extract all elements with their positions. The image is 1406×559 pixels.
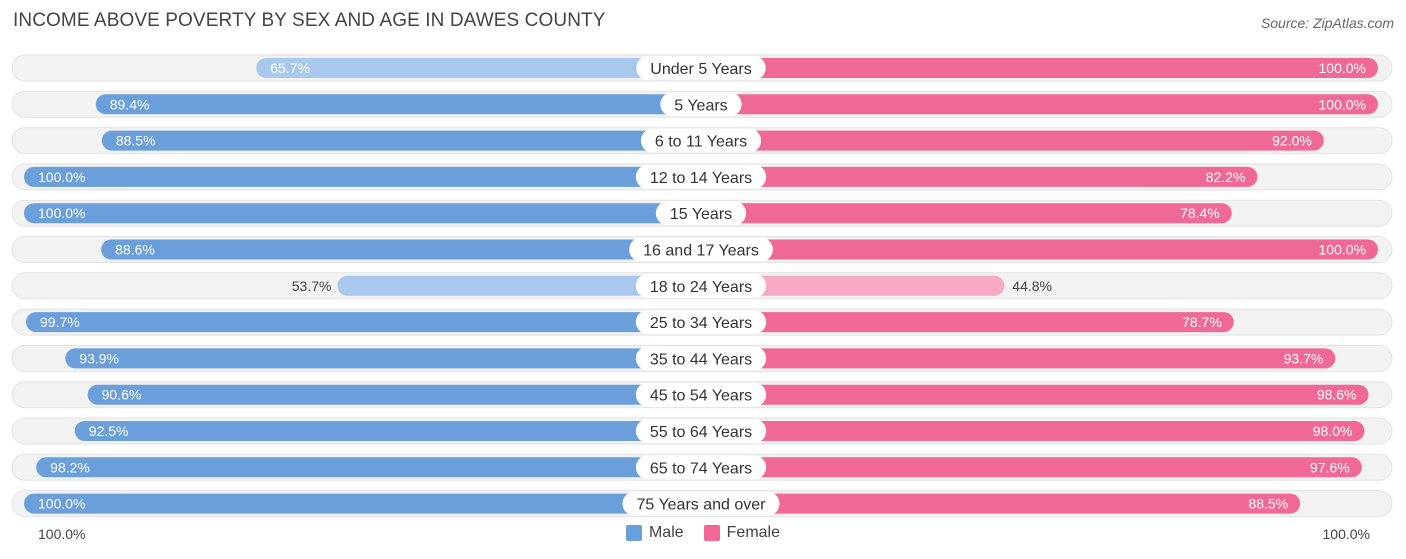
legend-female-label: Female [726, 524, 781, 541]
female-bar[interactable] [701, 457, 1362, 478]
male-bar[interactable] [24, 166, 701, 187]
female-value-label: 100.0% [1319, 242, 1366, 258]
female-value-label: 100.0% [1319, 96, 1366, 112]
category-pill [635, 419, 767, 443]
bar-chart: 65.7% 100.0% Under 5 Years 89.4% 100.0% 5 Yea… [11, 54, 1393, 518]
female-value-label: 82.2% [1206, 169, 1246, 185]
category-label: 16 and 17 Years [643, 243, 759, 260]
category-pill [629, 237, 773, 262]
source-credit: Source: ZipAtlas.com [1260, 15, 1394, 31]
female-value-label: 78.7% [1182, 314, 1222, 330]
female-bar[interactable] [701, 348, 1336, 369]
male-bar[interactable] [95, 94, 701, 115]
male-value-label: 65.7% [270, 60, 310, 76]
category-label: 35 to 44 Years [650, 351, 752, 368]
female-bar[interactable] [701, 130, 1324, 151]
male-bar[interactable] [24, 203, 701, 224]
male-value-label: 88.5% [116, 133, 156, 149]
female-bar[interactable] [701, 421, 1365, 441]
category-label: 6 to 11 Years [655, 134, 747, 151]
male-bar[interactable] [74, 421, 701, 441]
legend-male-label: Male [648, 524, 684, 541]
female-bar[interactable] [701, 384, 1369, 405]
male-value-label: 100.0% [38, 169, 85, 185]
male-bar[interactable] [36, 457, 702, 478]
male-value-label: 89.4% [110, 96, 150, 112]
female-value-label: 88.5% [1248, 496, 1288, 512]
male-value-label: 92.5% [89, 423, 129, 439]
category-pill [635, 382, 767, 407]
axis-left-label: 100.0% [38, 526, 86, 542]
category-pill [635, 273, 767, 298]
female-bar[interactable] [701, 493, 1301, 514]
male-value-label: 93.9% [79, 350, 119, 366]
male-value-label: 100.0% [38, 205, 85, 221]
chart-title: INCOME ABOVE POVERTY BY SEX AND AGE IN D… [13, 10, 606, 31]
female-bar[interactable] [701, 275, 1005, 296]
female-value-label: 44.8% [1012, 278, 1052, 294]
category-pill [660, 92, 742, 117]
category-label: 5 Years [674, 97, 727, 114]
male-bar[interactable] [65, 348, 701, 369]
female-bar[interactable] [701, 166, 1258, 187]
female-value-label: 78.4% [1180, 205, 1220, 221]
category-label: Under 5 Years [650, 61, 751, 78]
female-bar[interactable] [701, 312, 1234, 333]
legend-item-female[interactable]: Female [703, 524, 781, 542]
male-bar[interactable] [87, 384, 701, 405]
legend: Male Female [0, 524, 1406, 542]
male-bar[interactable] [101, 130, 702, 151]
male-bar[interactable] [26, 312, 701, 333]
category-label: 25 to 34 Years [650, 315, 752, 332]
category-pill [635, 310, 767, 335]
male-value-label: 88.6% [115, 242, 155, 258]
male-bar[interactable] [101, 239, 702, 260]
female-bar[interactable] [701, 203, 1232, 224]
category-label: 12 to 14 Years [650, 170, 752, 187]
female-value-label: 98.0% [1313, 423, 1353, 439]
female-bar[interactable] [701, 94, 1378, 115]
female-value-label: 93.7% [1284, 350, 1324, 366]
female-value-label: 97.6% [1310, 459, 1350, 475]
axis-right-label: 100.0% [1322, 526, 1370, 542]
category-pill [635, 455, 767, 480]
category-pill [635, 164, 767, 189]
category-label: 18 to 24 Years [650, 279, 752, 296]
male-value-label: 98.2% [50, 459, 90, 475]
male-value-label: 90.6% [102, 387, 142, 403]
category-label: 15 Years [670, 206, 732, 223]
category-label: 45 to 54 Years [650, 388, 752, 405]
female-bar[interactable] [701, 58, 1378, 78]
male-value-label: 99.7% [40, 314, 80, 330]
male-bar[interactable] [256, 58, 701, 78]
category-pill [622, 491, 780, 516]
female-swatch-icon [703, 525, 720, 541]
category-pill [640, 128, 762, 153]
category-pill [636, 56, 766, 80]
category-pill [655, 201, 747, 226]
male-value-label: 100.0% [38, 496, 85, 512]
female-bar[interactable] [701, 239, 1378, 260]
female-value-label: 100.0% [1319, 60, 1366, 76]
category-label: 65 to 74 Years [650, 460, 752, 477]
male-bar[interactable] [337, 275, 701, 296]
female-value-label: 92.0% [1272, 133, 1312, 149]
category-pill [635, 346, 767, 371]
female-value-label: 98.6% [1317, 387, 1357, 403]
category-label: 55 to 64 Years [650, 424, 752, 441]
male-swatch-icon [625, 525, 642, 541]
category-label: 75 Years and over [637, 497, 767, 514]
male-value-label: 53.7% [292, 278, 332, 294]
male-bar[interactable] [24, 493, 701, 514]
legend-item-male[interactable]: Male [625, 524, 684, 542]
